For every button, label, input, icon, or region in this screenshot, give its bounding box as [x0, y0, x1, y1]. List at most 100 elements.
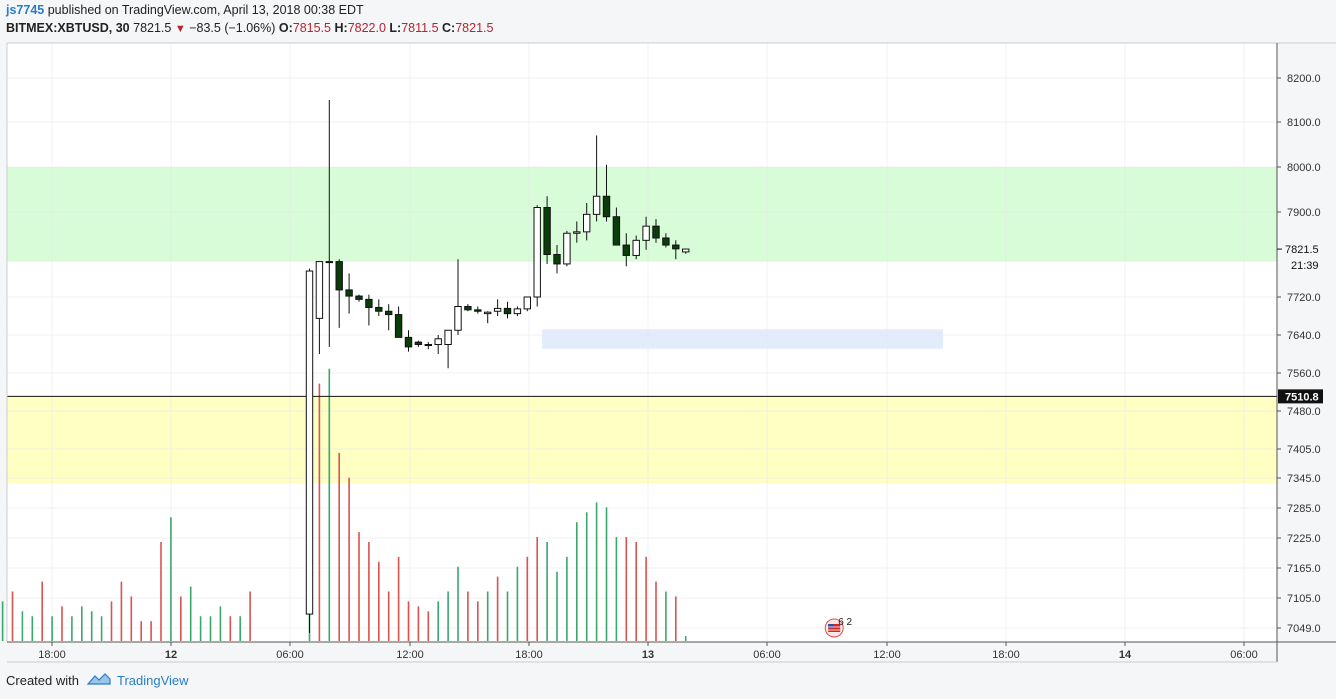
volume-bar	[417, 606, 420, 641]
y-tick-label: 7049.0	[1287, 623, 1321, 635]
publish-line: js7745 published on TradingView.com, Apr…	[6, 3, 364, 17]
volume-bar	[457, 566, 459, 641]
x-tick-label: 12:00	[873, 649, 901, 661]
volume-bar	[467, 591, 469, 641]
volume-bar	[140, 621, 142, 641]
change-value: −83.5 (−1.06%)	[189, 21, 276, 35]
y-tick-label: 7720.0	[1287, 292, 1321, 304]
volume-bar	[61, 606, 63, 641]
hline-label-bg	[1278, 389, 1323, 404]
volume-bar	[338, 452, 340, 641]
volume-bar	[615, 537, 618, 641]
volume-bar	[536, 537, 538, 641]
volume-bar	[595, 502, 598, 641]
created-with-text: Created with	[6, 673, 79, 688]
hline-label: 7510.8	[1285, 391, 1319, 403]
yellow-zone	[7, 396, 1277, 484]
event-badge-label: 6 2	[838, 617, 852, 628]
y-tick-label: 7480.0	[1287, 406, 1321, 418]
volume-bar	[71, 616, 73, 641]
candle-body	[662, 237, 670, 246]
candle-body	[315, 261, 324, 319]
price-chart[interactable]: 8200.0 8100.0 8000.0 7900.0 7720.0 7640.0 7560…	[0, 0, 1336, 665]
volume-bar	[130, 596, 133, 641]
candle-body	[335, 261, 343, 291]
last-price: 7821.5	[133, 21, 172, 35]
volume-bar	[447, 591, 449, 641]
volume-bar	[546, 542, 548, 641]
volume-bar	[110, 601, 113, 641]
x-tick-label: 06:00	[1230, 649, 1258, 661]
candle-body	[543, 207, 551, 255]
candle-body	[424, 344, 433, 346]
symbol-label[interactable]: BITMEX:XBTUSD, 30	[6, 21, 130, 35]
candle-body	[385, 310, 393, 316]
tradingview-link[interactable]: TradingView	[116, 673, 189, 688]
volume-bar	[585, 512, 588, 641]
candle-body	[414, 341, 423, 345]
volume-bar	[477, 601, 479, 641]
volume-bar	[170, 517, 172, 641]
y-tick-label: 8200.0	[1287, 73, 1321, 85]
y-tick-label: 7165.0	[1287, 563, 1321, 575]
low-label: L:	[389, 21, 402, 35]
candle-body	[622, 244, 630, 256]
volume-bar	[100, 616, 103, 641]
y-tick-label: 7405.0	[1287, 444, 1321, 456]
candle-body	[592, 195, 601, 215]
volume-bar	[675, 596, 677, 641]
volume-bar	[239, 616, 241, 641]
last-price-label: 7821.5	[1285, 244, 1319, 256]
x-tick-label: 14	[1119, 649, 1132, 661]
countdown-label: 21:39	[1291, 260, 1319, 272]
candle-body	[493, 307, 502, 312]
volume-bar	[249, 591, 251, 641]
candle-body	[503, 307, 512, 315]
candle-body	[394, 314, 403, 338]
candle-body	[434, 338, 442, 345]
open-label: O:	[278, 21, 293, 35]
open-value: 7815.5	[292, 21, 331, 35]
ohlc-line: BITMEX:XBTUSD, 30 7821.5 ▼ −83.5 (−1.06%…	[6, 21, 493, 35]
candle-body	[444, 329, 452, 345]
volume-bar	[576, 522, 578, 641]
close-label: C:	[442, 21, 456, 35]
blue-zone	[542, 329, 944, 349]
volume-bar	[625, 537, 628, 641]
y-tick-label: 7285.0	[1287, 503, 1321, 515]
candle-body	[375, 306, 383, 312]
high-value: 7822.0	[347, 21, 386, 35]
volume-bar	[645, 556, 647, 641]
event-flag-stripes	[828, 624, 841, 632]
candle-body	[533, 207, 541, 298]
volume-bar	[199, 616, 202, 641]
volume-bar	[684, 636, 687, 641]
x-tick-label: 12:00	[396, 649, 424, 661]
y-tick-label: 8000.0	[1287, 162, 1321, 174]
volume-bar	[41, 581, 43, 641]
x-tick-label: 06:00	[276, 649, 304, 661]
y-tick-label: 7640.0	[1287, 330, 1321, 342]
volume-bar	[31, 616, 34, 641]
tradingview-logo-icon	[86, 672, 111, 689]
footer: Created with TradingView	[6, 672, 189, 689]
candle-body	[602, 195, 611, 218]
volume-bar	[427, 611, 430, 641]
close-value: 7821.5	[455, 21, 494, 35]
candle-body	[573, 231, 581, 234]
candle-body	[523, 296, 531, 310]
author-link[interactable]: js7745	[6, 3, 45, 17]
volume-bar	[90, 611, 93, 641]
candle-body	[642, 225, 650, 241]
y-tick-label: 7225.0	[1287, 533, 1321, 545]
candle-body	[345, 289, 353, 297]
candle-body	[474, 309, 482, 312]
volume-bar	[397, 556, 400, 641]
volume-bar	[51, 616, 53, 641]
candle-body	[325, 261, 334, 264]
volume-bar	[486, 591, 489, 641]
candle-body	[632, 239, 640, 256]
volume-bar	[11, 591, 14, 641]
volume-bar	[229, 616, 232, 641]
y-tick-label: 7560.0	[1287, 368, 1321, 380]
